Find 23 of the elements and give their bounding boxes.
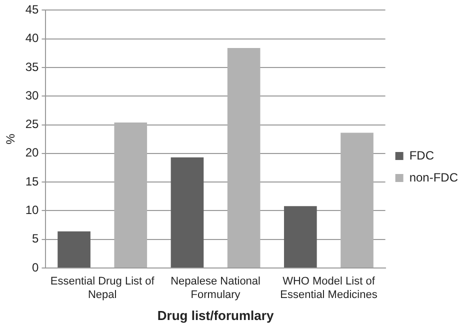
x-tick-label: WHO Model List of Essential Medicines [280,276,378,301]
y-tick-label: 35 [25,60,40,74]
y-tick-label: 5 [32,232,40,246]
x-tick-label: Nepalese National Formulary [170,276,260,301]
y-tick-label: 10 [25,203,40,218]
y-tick-label: 0 [32,260,40,274]
y-axis-title: % [4,133,18,144]
y-tick-label: 20 [25,146,40,160]
y-tick-label: 30 [25,88,40,102]
x-tick-label: Essential Drug List of Nepal [50,276,156,301]
y-tick-label: 40 [25,31,40,46]
x-axis-title: Drug list/forumlary [157,308,274,323]
y-tick-label: 25 [25,117,40,132]
legend-label: non-FDC [409,170,458,184]
bar [170,157,204,268]
bar [227,48,260,268]
bar [340,132,374,268]
bar [58,231,90,268]
bar [114,122,148,268]
y-tick-label: 15 [25,174,40,188]
y-tick-label: 45 [25,2,40,17]
bar [284,206,317,268]
legend-label: FDC [409,148,434,162]
